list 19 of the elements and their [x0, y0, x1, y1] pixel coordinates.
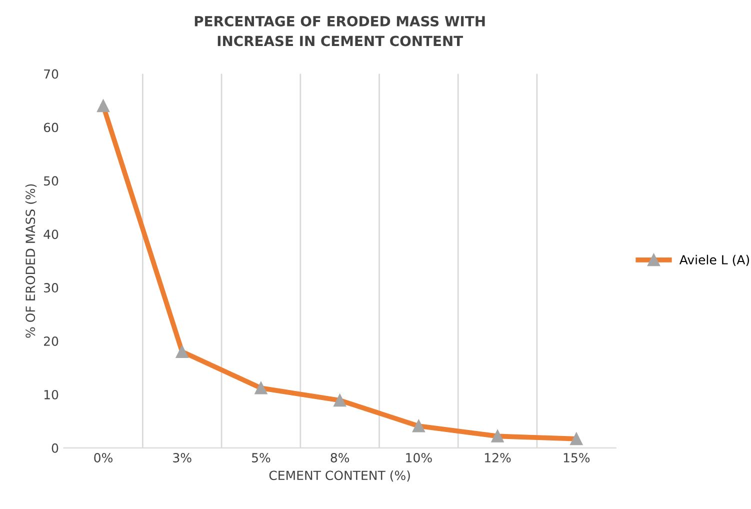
x-tick-label: 8% — [330, 453, 350, 462]
legend-label: Aviele L (A) — [679, 254, 750, 266]
x-tick-label: 5% — [252, 453, 270, 462]
y-tick-label: 70 — [44, 69, 58, 79]
y-tick-label: 60 — [44, 122, 58, 132]
y-tick-label: 40 — [44, 230, 58, 240]
x-tick-label: 0% — [94, 453, 112, 462]
y-tick-label: 20 — [44, 336, 58, 346]
y-tick-label: 10 — [44, 390, 58, 400]
y-tick-label: 50 — [44, 176, 58, 186]
chart-title: PERCENTAGE OF ERODED MASS WITH INCREASE IN CEMENT CONTENT — [194, 16, 485, 46]
x-tick-label: 3% — [173, 453, 192, 462]
x-axis-title: CEMENT CONTENT (%) — [269, 470, 410, 482]
x-tick-label: 15% — [564, 453, 590, 462]
x-tick-label: 12% — [485, 453, 511, 462]
y-tick-label: 30 — [44, 283, 58, 293]
y-tick-label: 0 — [52, 443, 58, 453]
x-tick-label: 10% — [406, 453, 432, 462]
y-axis-title: % OF ERODED MASS (%) — [25, 184, 37, 338]
